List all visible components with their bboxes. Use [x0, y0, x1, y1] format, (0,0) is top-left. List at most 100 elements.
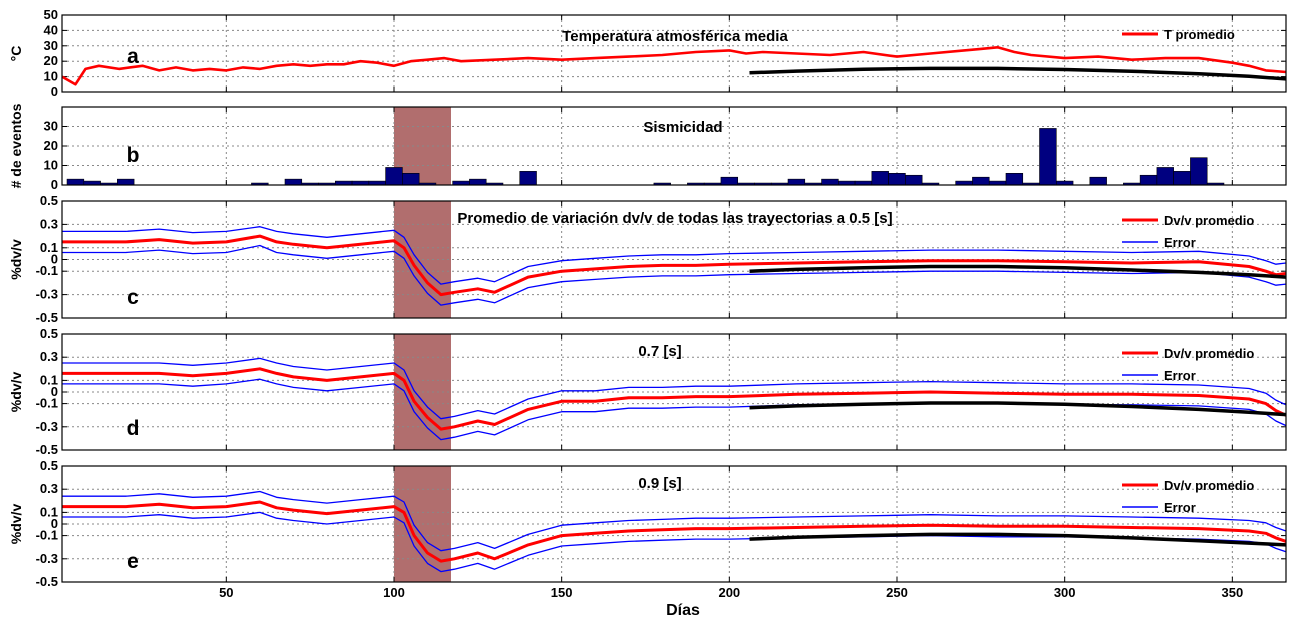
bar [385, 167, 403, 186]
series-main [61, 45, 1287, 86]
bar [117, 178, 135, 186]
bar [519, 171, 537, 186]
y-axis-label: %dv/v [8, 504, 24, 545]
legend-label: Error [1164, 368, 1196, 383]
x-axis-label: Días [666, 602, 700, 619]
y-tick-label: -0.3 [36, 287, 58, 302]
y-tick-label: -0.1 [36, 263, 58, 278]
y-tick-label: 50 [44, 7, 58, 22]
legend-label: Error [1164, 500, 1196, 515]
x-tick-label: 250 [886, 585, 908, 600]
legend-label: Dv/v promedio [1164, 478, 1254, 493]
trend-curve [749, 532, 1287, 547]
axes-frame [61, 465, 1287, 583]
y-tick-label: -0.1 [36, 528, 58, 543]
bar [821, 178, 839, 186]
y-tick-label: -0.5 [36, 574, 58, 589]
axes-frame [61, 333, 1287, 451]
panel-title: 0.7 [s] [638, 343, 681, 360]
axes-frame [61, 14, 1287, 93]
y-tick-label: 0.1 [40, 240, 58, 255]
legend-label: T promedio [1164, 27, 1235, 42]
y-tick-label: 0 [51, 84, 58, 99]
y-tick-label: 0 [51, 177, 58, 192]
y-tick-label: 20 [44, 138, 58, 153]
series-error-upper [62, 226, 1287, 285]
series-error-upper [62, 357, 1287, 420]
series-main [62, 500, 1287, 563]
x-tick-label: 100 [383, 585, 405, 600]
x-tick-label: 350 [1221, 585, 1243, 600]
y-tick-label: -0.5 [36, 442, 58, 457]
panel-b: 0 10 20 30 Sismicidad b # de eventos [8, 103, 1287, 192]
axes-frame [61, 200, 1287, 319]
series-error-lower [62, 244, 1287, 306]
x-tick-label: 300 [1054, 585, 1076, 600]
y-tick-label: -0.3 [36, 419, 58, 434]
bar [972, 176, 990, 186]
x-tick-label: 50 [219, 585, 233, 600]
bar [1005, 173, 1024, 186]
y-tick-label: 30 [44, 38, 58, 53]
series-error-upper [62, 490, 1287, 552]
bar [1089, 176, 1107, 186]
panel-c: -0.5 -0.3 -0.100.1 0.3 0.5 Promedio de variac… [8, 193, 1287, 325]
y-tick-label: 0.1 [40, 372, 58, 387]
y-tick-label: 0.5 [40, 326, 58, 341]
panel-e: -0.5 -0.3 -0.100.1 0.3 0.5 50 100 150 200 250 300 3… [8, 458, 1287, 600]
y-tick-label: 0.3 [40, 216, 58, 231]
bar [66, 178, 85, 186]
panel-title: Promedio de variación dv/v de todas las … [457, 210, 892, 227]
y-tick-label: 0.5 [40, 458, 58, 473]
y-tick-label: 0 [51, 516, 58, 531]
legend-label: Dv/v promedio [1164, 213, 1254, 228]
legend-label: Error [1164, 235, 1196, 250]
series-main [62, 367, 1287, 431]
bar [1156, 167, 1174, 186]
x-tick-label: 150 [551, 585, 573, 600]
y-tick-label: 10 [44, 69, 58, 84]
panel-letter: b [127, 144, 140, 167]
x-tick-label: 200 [718, 585, 740, 600]
trend-curve [749, 66, 1287, 81]
y-tick-label: 40 [44, 22, 58, 37]
bar [284, 178, 303, 186]
panel-title: Sismicidad [643, 119, 722, 136]
y-tick-label: 10 [44, 158, 58, 173]
bar [905, 174, 923, 186]
panel-letter: e [127, 550, 139, 573]
series-error-lower [62, 511, 1287, 573]
bar [402, 173, 420, 186]
bar [1139, 174, 1158, 186]
panel-letter: c [127, 286, 139, 309]
y-tick-label: -0.1 [36, 396, 58, 411]
bar [1190, 157, 1208, 186]
y-axis-label: %dv/v [8, 372, 24, 413]
bar [1039, 128, 1057, 186]
trend-curve [749, 264, 1287, 279]
bar [720, 176, 739, 186]
legend-label: Dv/v promedio [1164, 346, 1254, 361]
y-axis-label: # de eventos [8, 103, 24, 188]
trend-curve [749, 401, 1287, 417]
bar [871, 171, 889, 186]
y-tick-label: -0.5 [36, 310, 58, 325]
bar [888, 173, 906, 186]
series-main [62, 234, 1287, 297]
y-tick-label: -0.3 [36, 551, 58, 566]
y-tick-label: 0 [51, 384, 58, 399]
y-tick-label: 0.3 [40, 349, 58, 364]
y-axis-label: °C [8, 46, 24, 62]
y-tick-label: 30 [44, 119, 58, 134]
y-axis-label: %dv/v [8, 239, 24, 280]
panel-title: 0.9 [s] [638, 475, 681, 492]
panel-title: Temperatura atmosférica media [562, 28, 788, 45]
y-tick-label: 0.5 [40, 193, 58, 208]
y-tick-label: 0 [51, 252, 58, 267]
panel-d: -0.5 -0.3 -0.100.1 0.3 0.5 0.7 [s] d %dv/v Dv/v … [8, 326, 1287, 457]
bar [469, 178, 487, 186]
axes-frame [61, 106, 1287, 186]
panel-letter: a [127, 45, 139, 68]
series-error-lower [62, 378, 1287, 441]
